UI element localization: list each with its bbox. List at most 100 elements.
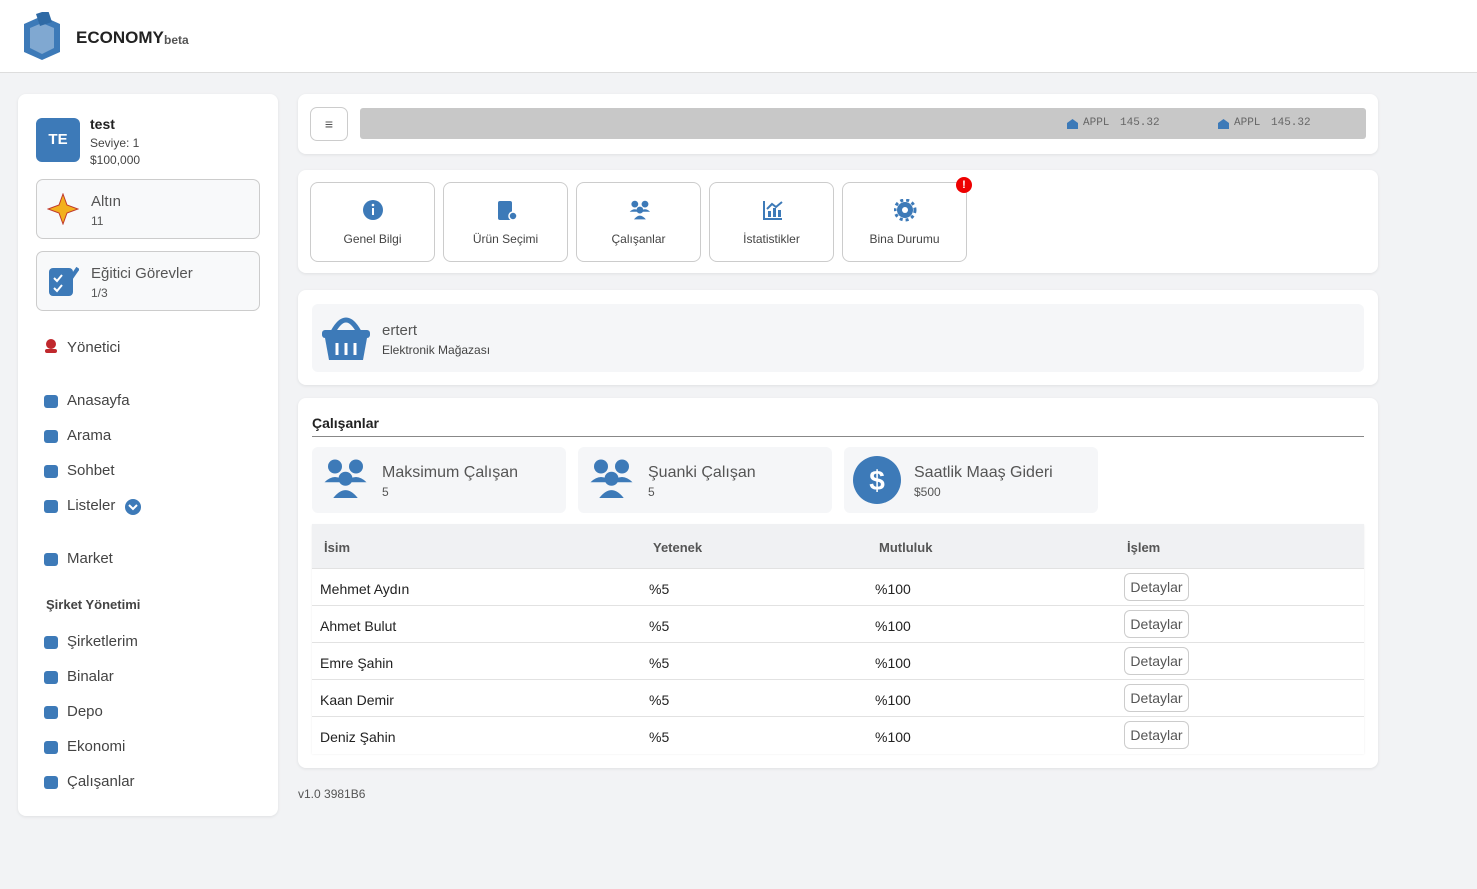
nav-icon (43, 498, 59, 514)
tab[interactable]: İstatistikler (709, 182, 834, 262)
table-cell: %5 (649, 655, 670, 671)
store-icon (322, 317, 370, 360)
ticker-symbol: APPL (1234, 117, 1261, 129)
tab[interactable]: Bina Durumu (842, 182, 967, 262)
table-cell: %5 (649, 618, 670, 634)
stat-label: Şuanki Çalışan (648, 464, 756, 481)
stat-box: Maksimum Çalışan 5 (312, 447, 566, 513)
employees-card: Çalışanlar Maksimum Çalışan 5 Şuanki Çalış… (298, 398, 1378, 768)
tab[interactable]: Genel Bilgi (310, 182, 435, 262)
ticker-icon (1066, 117, 1079, 129)
stat-box: $ Saatlik Maaş Gideri $500 (844, 447, 1098, 513)
tab-label: Genel Bilgi (343, 232, 402, 246)
table-row: Ahmet Bulut %5 %100 Detaylar (312, 605, 1364, 643)
version: v1.0 3981B6 (298, 787, 366, 801)
nav-icon (43, 428, 59, 444)
tab-icon (495, 199, 519, 223)
nav-item[interactable]: Anasayfa (67, 392, 130, 409)
nav-icon (43, 634, 59, 650)
tab-icon (761, 199, 785, 223)
nav-item[interactable]: Arama (67, 427, 112, 444)
nav-item[interactable]: Sohbet (67, 462, 115, 479)
table-row: Mehmet Aydın %5 %100 Detaylar (312, 568, 1364, 606)
alert-badge: ! (956, 177, 972, 193)
gold-value: 11 (91, 214, 104, 228)
details-button[interactable]: Detaylar (1124, 573, 1189, 601)
tasks-label: Eğitici Görevler (91, 265, 193, 282)
user-level: Seviye: 1 (90, 136, 140, 150)
stat-value: 5 (648, 485, 655, 499)
table-cell: Deniz Şahin (320, 729, 396, 745)
gold-label: Altın (91, 193, 122, 210)
tab-label: Bina Durumu (869, 232, 940, 246)
stat-icon (321, 456, 371, 506)
table-row: Kaan Demir %5 %100 Detaylar (312, 679, 1364, 717)
employee-table: İsim Yetenek Mutluluk İşlem Mehmet Aydın %5 %1… (312, 524, 1364, 754)
tasks-icon (49, 266, 79, 296)
sidebar: TE test Seviye: 1 $100,000 Altın 11 Eğit… (18, 94, 278, 816)
gold-icon (47, 193, 79, 225)
ticker-price: 145.32 (1271, 117, 1311, 129)
tab-icon (628, 199, 652, 223)
nav-icon (43, 739, 59, 755)
column-header: Mutluluk (879, 540, 933, 555)
header: ECONOMY beta (0, 0, 1477, 73)
brand-suffix: beta (164, 33, 189, 47)
table-cell: %5 (649, 581, 670, 597)
nav-icon (43, 551, 59, 567)
user-name: test (90, 116, 115, 132)
nav-icon (43, 393, 59, 409)
table-row: Emre Şahin %5 %100 Detaylar (312, 642, 1364, 680)
column-header: İşlem (1127, 540, 1161, 555)
tab-label: Çalışanlar (611, 232, 666, 246)
nav-item[interactable]: Listeler (67, 497, 116, 514)
svg-text:$: $ (869, 465, 885, 496)
admin-icon (45, 339, 57, 353)
table-cell: %100 (875, 655, 911, 671)
divider (312, 436, 1364, 437)
store-card: ertert Elektronik Mağazası (298, 290, 1378, 385)
table-cell: %5 (649, 692, 670, 708)
stat-label: Maksimum Çalışan (382, 464, 519, 481)
stat-value: 5 (382, 485, 389, 499)
stat-icon: $ (853, 456, 903, 506)
ticker-symbol: APPL (1083, 117, 1110, 129)
tab[interactable]: Ürün Seçimi (443, 182, 568, 262)
table-cell: %5 (649, 729, 670, 745)
ticker-card: ≡ APPL 145.32 APPL 145.32 (298, 94, 1378, 154)
ticker-bar: APPL 145.32 APPL 145.32 (360, 108, 1366, 139)
nav-section: Şirket Yönetimi (46, 597, 141, 612)
gold-card[interactable]: Altın 11 (36, 179, 260, 239)
table-cell: Mehmet Aydın (320, 581, 410, 597)
details-button[interactable]: Detaylar (1124, 610, 1189, 638)
brand: ECONOMY (76, 28, 164, 47)
details-button[interactable]: Detaylar (1124, 647, 1189, 675)
nav-icon (43, 704, 59, 720)
nav-item[interactable]: Binalar (67, 668, 114, 685)
menu-button[interactable]: ≡ (310, 107, 348, 141)
tab[interactable]: Çalışanlar (576, 182, 701, 262)
nav-item[interactable]: Depo (67, 703, 103, 720)
nav-item[interactable]: Çalışanlar (67, 773, 135, 790)
details-button[interactable]: Detaylar (1124, 684, 1189, 712)
nav-item[interactable]: Şirketlerim (67, 633, 138, 650)
tab-label: Ürün Seçimi (472, 232, 539, 246)
table-cell: Emre Şahin (320, 655, 394, 671)
store-type: Elektronik Mağazası (382, 343, 491, 357)
nav-item[interactable]: Ekonomi (67, 738, 126, 755)
section-title: Çalışanlar (312, 415, 379, 431)
stat-box: Şuanki Çalışan 5 (578, 447, 832, 513)
nav-item[interactable]: Yönetici (67, 339, 121, 356)
details-button[interactable]: Detaylar (1124, 721, 1189, 749)
table-cell: %100 (875, 581, 911, 597)
stat-value: $500 (914, 485, 941, 499)
table-cell: %100 (875, 618, 911, 634)
nav-icon (43, 463, 59, 479)
tasks-value: 1/3 (91, 286, 108, 300)
column-header: Yetenek (653, 540, 703, 555)
table-cell: Ahmet Bulut (320, 618, 397, 634)
nav-item[interactable]: Market (67, 550, 113, 567)
user-money: $100,000 (90, 153, 141, 167)
tasks-card[interactable]: Eğitici Görevler 1/3 (36, 251, 260, 311)
